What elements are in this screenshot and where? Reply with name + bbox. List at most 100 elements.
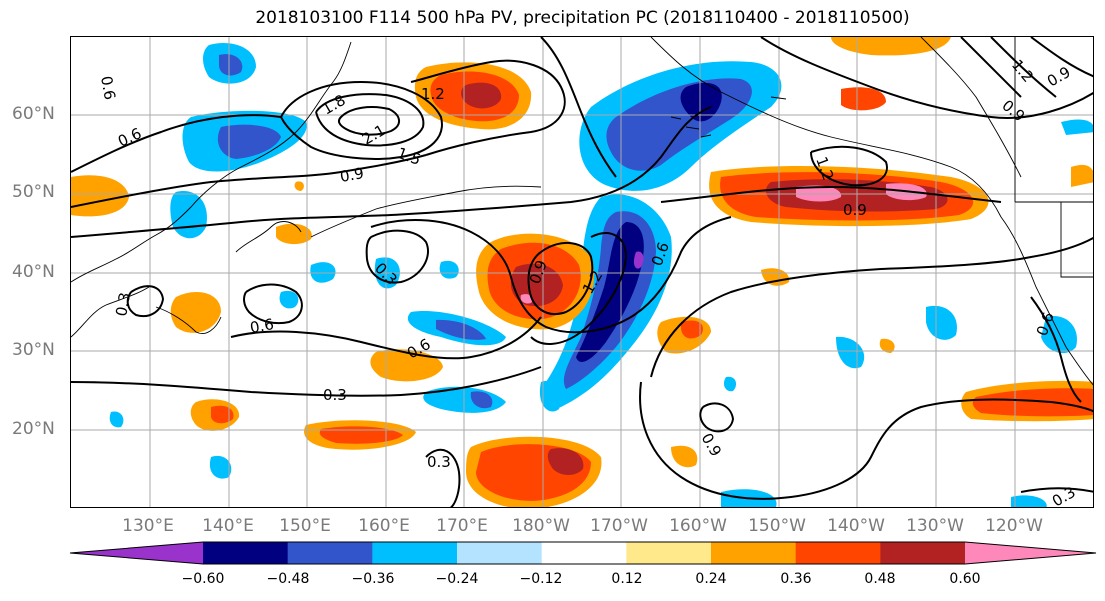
lon-label-150w: 150°W [748, 516, 806, 536]
colorbar-tick: 0.48 [864, 571, 896, 587]
blue-blob-small-2 [310, 262, 336, 283]
contour-label: 1.5 [395, 144, 424, 169]
colorbar-segment [880, 542, 966, 564]
blue-blob-south-2 [539, 381, 562, 412]
colorbar-segment [711, 542, 797, 564]
warm-blob-mid-1 [370, 349, 443, 382]
warm-blob-westcoast [71, 175, 129, 217]
colorbar [69, 541, 1097, 565]
warm-blob-ne-corner [831, 37, 951, 56]
warm-blob-mid-2-red [319, 426, 403, 444]
colorbar-segment [541, 542, 627, 564]
blue-blob-kamchatka-mid [219, 54, 243, 76]
contour-long-2 [540, 37, 617, 178]
blue-blob-east-6 [1011, 495, 1047, 507]
contour-label: 0.6 [115, 124, 144, 150]
map-panel: 0.6 0.6 0.9 1.2 1.8 2.1 1.5 0.9 1.2 0.9 … [70, 36, 1094, 508]
contour-label: 1.2 [1008, 56, 1037, 86]
contour-long-1 [71, 106, 712, 238]
lat-label-50: 50°N [12, 182, 55, 202]
warm-blob-dateline-pink [520, 294, 533, 304]
contour-label: 0.9 [698, 430, 726, 460]
contour-label: 0.9 [998, 96, 1028, 125]
warm-blob-japan-s [170, 292, 221, 333]
warm-blob-south-dark [547, 448, 584, 475]
contour-alaska-2 [810, 145, 888, 187]
lat-label-60: 60°N [12, 104, 55, 124]
contour-central-trough [530, 232, 628, 345]
contour-0.6-south [230, 316, 542, 360]
lon-label-160w: 160°W [669, 516, 727, 536]
lon-label-140e: 140°E [202, 516, 254, 536]
contour-label: 0.9 [339, 164, 366, 186]
map-canvas: 0.6 0.6 0.9 1.2 1.8 2.1 1.5 0.9 1.2 0.9 … [71, 37, 1093, 508]
blue-blob-south-3 [209, 455, 232, 479]
contour-small-loop [699, 402, 735, 433]
precip-shading [71, 37, 1093, 507]
blue-blob-south-1-mid [470, 391, 493, 409]
coast-na-west [1000, 216, 1093, 386]
contour-label: 1.2 [421, 85, 445, 103]
colorbar-tick: 0.60 [949, 571, 981, 587]
contour-se [1030, 296, 1082, 403]
colorbar-segment [457, 542, 543, 564]
blue-blob-kuril [170, 191, 207, 239]
colorbar-extend-high [965, 542, 1096, 564]
warm-blob-alaska-pink-1 [796, 185, 842, 202]
contour-south-loop [425, 448, 461, 507]
blue-blob-south-1 [423, 386, 506, 413]
contour-ne-lines [960, 37, 1093, 98]
lon-label-130e: 130°E [122, 516, 174, 536]
contour-0.3-long [71, 366, 542, 397]
warm-blob-e-2 [671, 445, 698, 468]
warm-blob-e-3 [879, 338, 895, 353]
colorbar-segment [626, 542, 712, 564]
lon-label-170w: 170°W [590, 516, 648, 536]
colorbar-extend-low [70, 542, 203, 564]
blue-blob-east-2 [836, 336, 865, 369]
coast-kamchatka [295, 41, 352, 133]
contour-alaska-1 [760, 37, 1093, 119]
warm-blob-ne-1-red [680, 320, 703, 339]
lat-label-20: 20°N [12, 419, 55, 439]
colorbar-segment [203, 542, 289, 564]
contour-dateline-closed [527, 241, 594, 315]
contour-label: 0.3 [112, 291, 134, 318]
contour-se-2 [1020, 487, 1093, 493]
blue-blob-midpac-mid [436, 319, 486, 340]
warm-blob-e-edge [1071, 164, 1093, 187]
colorbar-segments [70, 542, 1096, 564]
colorbar-tick: −0.24 [435, 571, 479, 587]
contour-label: 0.9 [843, 201, 867, 219]
contour-east-big [650, 236, 1093, 378]
warm-blob-tiny-1 [294, 181, 304, 191]
contour-label: 0.3 [427, 453, 451, 471]
lat-label-40: 40°N [12, 262, 55, 282]
colorbar-tick: 0.24 [695, 571, 727, 587]
colorbar-segment [372, 542, 458, 564]
contour-low-center-3 [337, 106, 400, 136]
contour-0.9-north [71, 154, 427, 208]
blue-blob-east-5 [1061, 119, 1093, 135]
warm-blob-sw-red [211, 405, 234, 424]
coast-alaska [650, 37, 1022, 218]
coast-aleutians [310, 185, 542, 238]
lon-label-130w: 130°W [906, 516, 964, 536]
colorbar-tick: 0.36 [780, 571, 812, 587]
contour-label: 0.3 [1049, 483, 1079, 508]
contour-0.3-mid [365, 229, 429, 284]
warm-blob-bering-dark [461, 82, 502, 109]
colorbar-tick: −0.60 [181, 571, 225, 587]
blue-blob-japan-mid [217, 124, 281, 159]
lon-label-140w: 140°W [827, 516, 885, 536]
warm-blob-se-red [972, 388, 1093, 417]
contour-sw [126, 285, 165, 318]
colorbar-segment [287, 542, 373, 564]
lon-label-170e: 170°E [436, 516, 488, 536]
warm-blob-japan-s2 [276, 223, 312, 245]
contour-north-ridge [410, 59, 566, 156]
contour-label: 0.9 [1044, 63, 1074, 91]
contour-0.6-north [71, 114, 282, 173]
blue-blob-small-6 [723, 376, 737, 392]
colorbar-tick: 0.12 [611, 571, 643, 587]
